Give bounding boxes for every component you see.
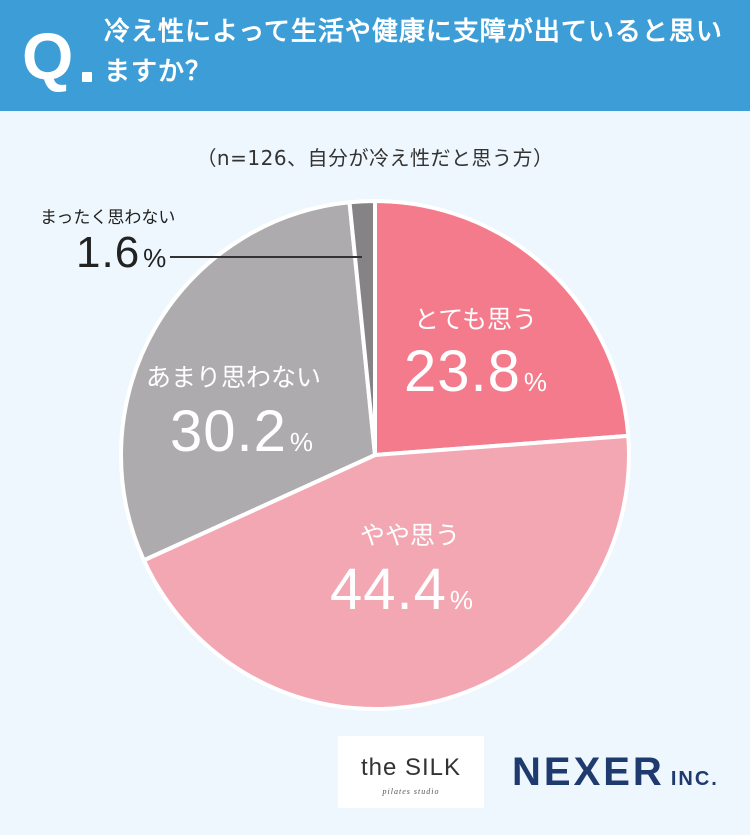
label-not-much: あまり思わない — [146, 363, 322, 392]
question-text: 冷え性によって生活や健康に支障が出ていると思いますか？ — [104, 17, 723, 87]
value-very-much-num: 23.8 — [404, 339, 521, 404]
value-somewhat-num: 44.4 — [330, 557, 447, 622]
label-very-much: とても思う — [414, 305, 538, 334]
value-very-much: 23.8% — [404, 338, 548, 405]
q-mark: Q — [22, 19, 73, 93]
value-somewhat: 44.4% — [330, 556, 474, 623]
nexer-logo-subtext: INC. — [670, 768, 719, 790]
value-not-at-all-num: 1.6 — [76, 228, 141, 277]
leader-line — [170, 256, 362, 258]
slice-somewhat — [141, 433, 631, 711]
question-header: Q 冷え性によって生活や健康に支障が出ていると思いますか？ — [0, 0, 750, 111]
sample-note: （n=126、自分が冷え性だと思う方） — [196, 146, 554, 170]
value-somewhat-unit: % — [449, 585, 475, 615]
silk-logo-subtext: pilates studio — [382, 787, 440, 796]
nexer-logo-text: NEXER — [512, 750, 665, 794]
value-not-much-unit: % — [289, 427, 315, 457]
nexer-logo: NEXER INC. — [512, 750, 719, 795]
slice-not-at-all — [347, 199, 377, 457]
value-not-much: 30.2% — [170, 398, 314, 465]
value-not-at-all-unit: % — [143, 243, 168, 273]
silk-logo-text: the SILK — [360, 754, 462, 781]
the-silk-logo: the SILK pilates studio — [338, 736, 484, 808]
value-not-much-num: 30.2 — [170, 399, 287, 464]
label-not-at-all: まったく思わない — [40, 208, 176, 228]
label-somewhat: やや思う — [360, 521, 461, 550]
value-not-at-all: 1.6% — [76, 228, 167, 278]
q-dot — [82, 72, 92, 82]
slice-not-much — [119, 200, 377, 563]
slice-very-much — [373, 199, 631, 457]
value-very-much-unit: % — [523, 367, 549, 397]
